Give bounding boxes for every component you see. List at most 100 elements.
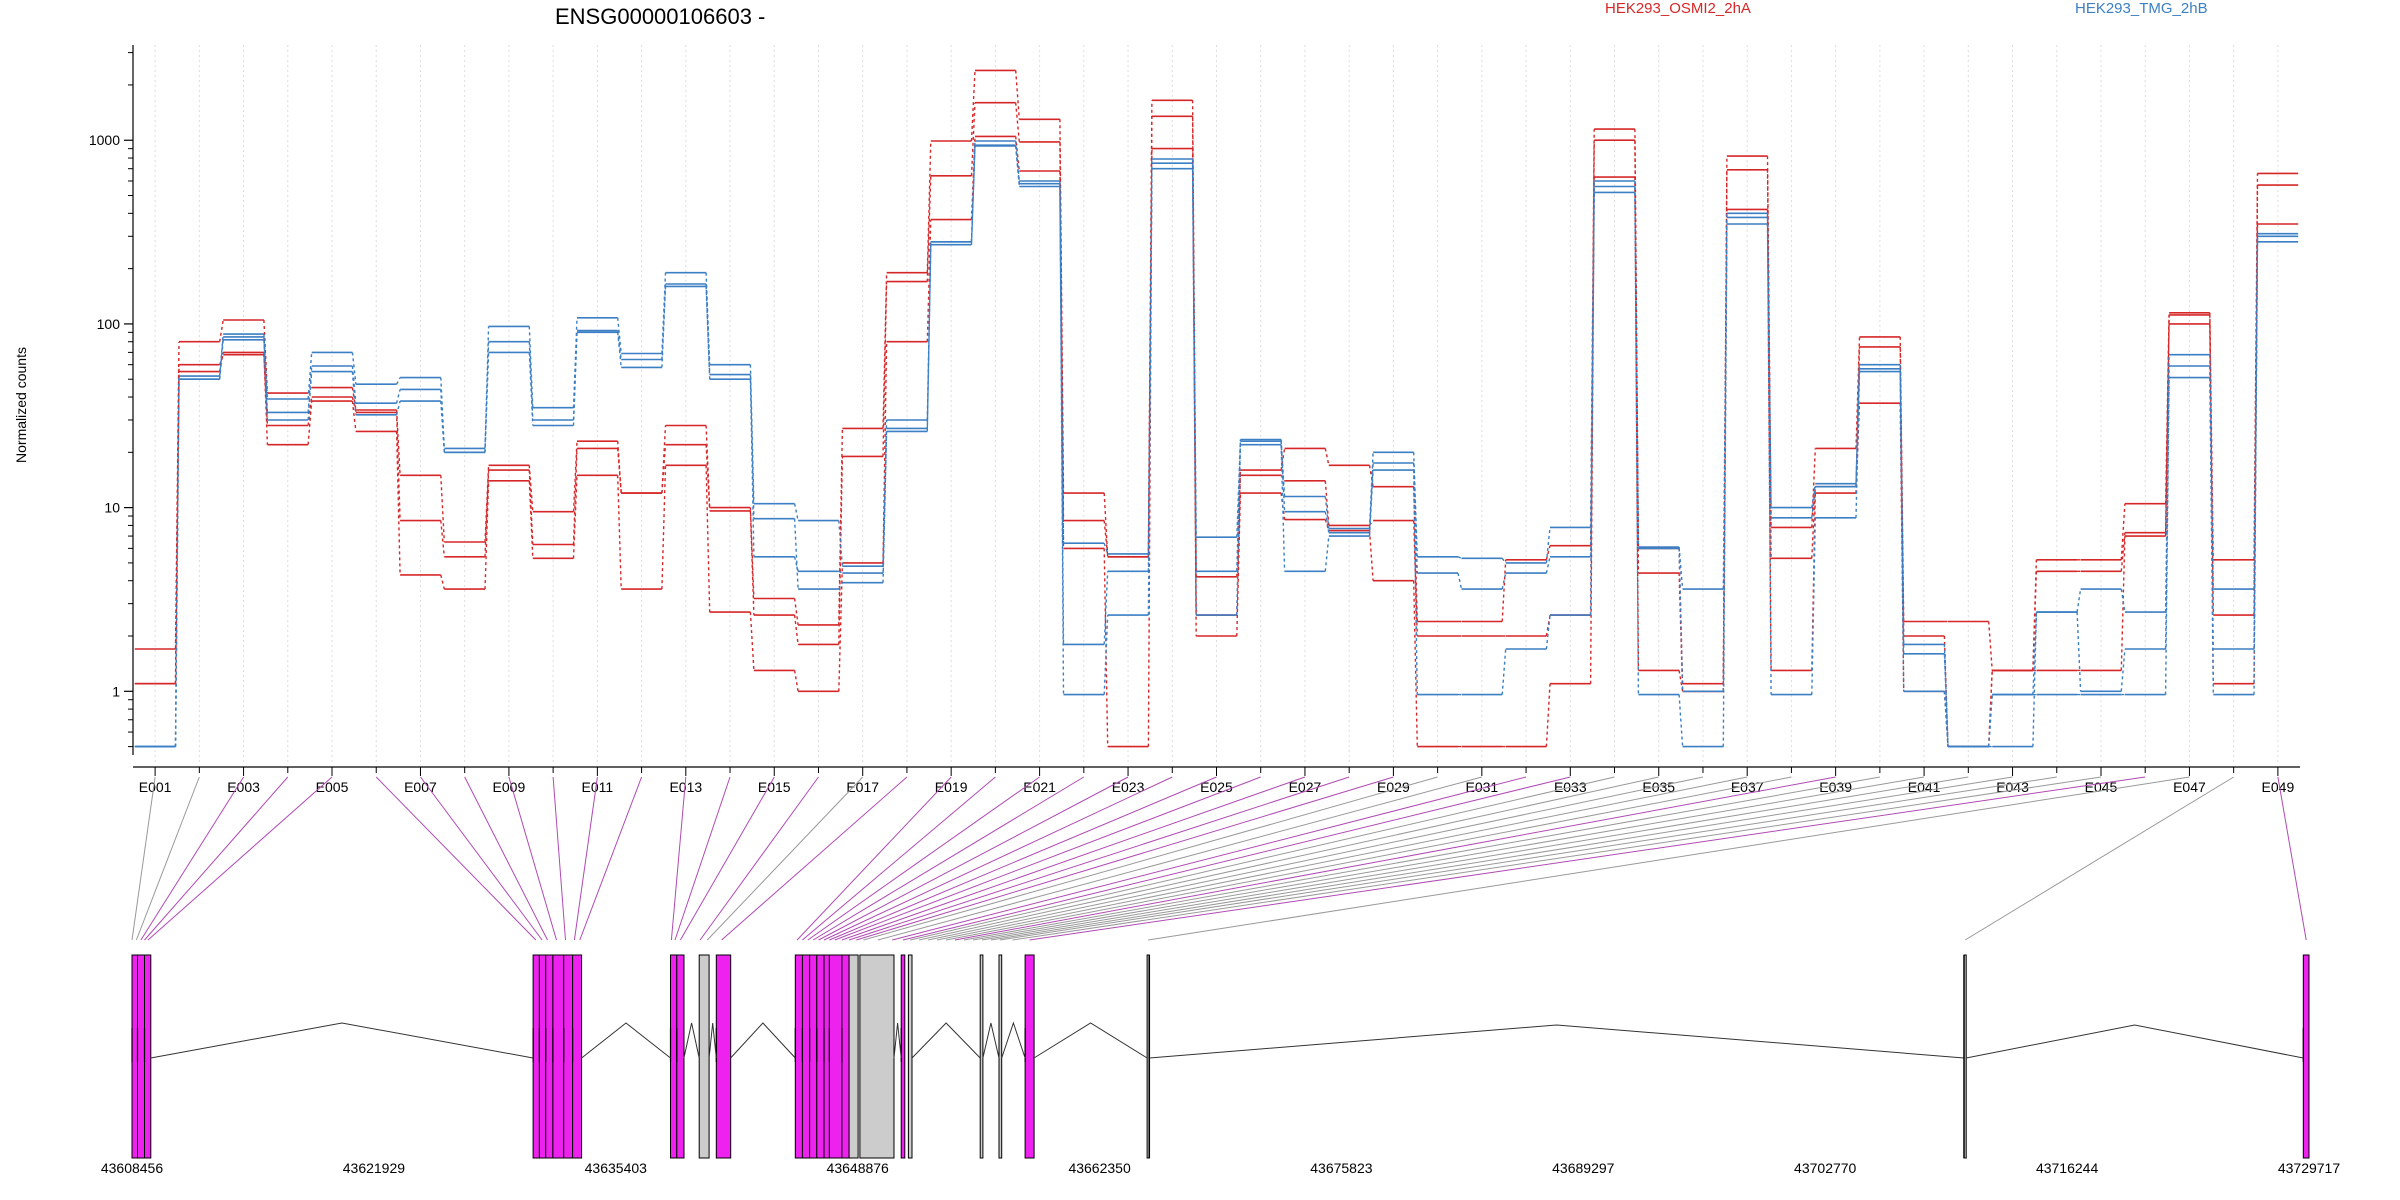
gene-model xyxy=(131,954,2310,1159)
exon-box-11 xyxy=(698,954,710,1159)
genomic-tick-label-3: 43648876 xyxy=(827,1160,890,1176)
exon-box-16 xyxy=(816,954,825,1159)
intron-chevron-10 xyxy=(1149,1024,1965,1059)
connector-e044 xyxy=(999,776,2057,941)
connector-e032 xyxy=(892,776,1527,941)
connector-e013 xyxy=(670,776,687,941)
connector-e005 xyxy=(147,776,333,941)
exon-box-7 xyxy=(563,954,574,1159)
genomic-tick-label-5: 43675823 xyxy=(1310,1160,1373,1176)
exon-box-15 xyxy=(809,954,818,1159)
x-tick-label-e023: E023 xyxy=(1112,779,1145,795)
connector-e002 xyxy=(135,776,200,941)
connector-e038 xyxy=(946,776,1792,941)
series-line-0 xyxy=(134,69,2299,685)
x-tick-label-e029: E029 xyxy=(1377,779,1410,795)
connector-e017 xyxy=(706,776,864,941)
exon-connectors xyxy=(131,776,2307,941)
x-tick-label-e019: E019 xyxy=(935,779,968,795)
connector-e003 xyxy=(140,776,245,941)
exon-box-13 xyxy=(794,954,803,1159)
connector-e022 xyxy=(812,776,1085,941)
genomic-tick-label-8: 43716244 xyxy=(2036,1160,2099,1176)
connector-e019 xyxy=(796,776,952,941)
connector-e020 xyxy=(802,776,996,941)
exon-box-20 xyxy=(848,954,859,1159)
exon-box-29 xyxy=(2302,954,2310,1159)
intron-chevron-5 xyxy=(893,1022,902,1059)
connector-e031 xyxy=(877,776,1482,941)
exon-box-6 xyxy=(552,954,565,1159)
connector-e037 xyxy=(937,776,1748,941)
connector-e014 xyxy=(674,776,731,941)
connector-e008 xyxy=(464,776,548,941)
intron-chevron-9 xyxy=(1033,1022,1148,1059)
vertical-grid xyxy=(154,45,2279,765)
intron-chevron-7 xyxy=(982,1022,1000,1059)
intron-chevron-6 xyxy=(911,1022,981,1059)
exon-box-25 xyxy=(998,954,1003,1159)
x-tick-label-e027: E027 xyxy=(1289,779,1322,795)
x-tick-label-e043: E043 xyxy=(1996,779,2029,795)
connector-e041 xyxy=(972,776,1925,941)
connector-e043 xyxy=(990,776,2013,941)
connector-e028 xyxy=(848,776,1350,941)
x-tick-label-e047: E047 xyxy=(2173,779,2206,795)
x-tick-label-e017: E017 xyxy=(846,779,879,795)
exon-box-3 xyxy=(532,954,540,1159)
connector-e048 xyxy=(1964,776,2234,941)
connector-e004 xyxy=(144,776,289,941)
connector-e033 xyxy=(902,776,1571,941)
connector-e009 xyxy=(508,776,557,941)
connector-e045 xyxy=(1012,776,2102,941)
exon-box-14 xyxy=(801,954,811,1159)
exon-box-26 xyxy=(1024,954,1035,1159)
intron-chevron-4 xyxy=(730,1022,796,1059)
exon-box-4 xyxy=(538,954,547,1159)
connector-e047 xyxy=(1148,776,2190,941)
exon-box-1 xyxy=(137,954,145,1159)
genomic-tick-label-7: 43702770 xyxy=(1794,1160,1857,1176)
y-tick-label-1: 1 xyxy=(112,683,120,699)
connector-e016 xyxy=(699,776,819,941)
connector-e021 xyxy=(807,776,1040,941)
x-tick-label-e049: E049 xyxy=(2262,779,2295,795)
x-tick-label-e035: E035 xyxy=(1642,779,1675,795)
exon-box-17 xyxy=(823,954,830,1159)
intron-chevron-11 xyxy=(1966,1024,2304,1059)
genomic-tick-label-9: 43729717 xyxy=(2278,1160,2341,1176)
x-tick-label-e021: E021 xyxy=(1023,779,1056,795)
connector-e034 xyxy=(910,776,1615,941)
x-tick-label-e011: E011 xyxy=(582,779,614,795)
connector-e007 xyxy=(420,776,543,941)
intron-chevron-1 xyxy=(581,1022,671,1059)
connector-e024 xyxy=(823,776,1173,941)
connector-e049 xyxy=(2277,776,2307,941)
exon-box-8 xyxy=(572,954,583,1159)
connector-e025 xyxy=(829,776,1217,941)
genomic-tick-label-6: 43689297 xyxy=(1552,1160,1615,1176)
genomic-tick-label-4: 43662350 xyxy=(1068,1160,1131,1176)
x-tick-label-e031: E031 xyxy=(1465,779,1498,795)
y-tick-label-100: 100 xyxy=(97,316,121,332)
y-axis-label: Normalized counts xyxy=(13,347,29,463)
x-tick-label-e037: E037 xyxy=(1731,779,1764,795)
connector-e011 xyxy=(573,776,598,941)
x-tick-label-e009: E009 xyxy=(493,779,526,795)
exon-box-0 xyxy=(131,954,138,1159)
legend-entry-tmg: HEK293_TMG_2hB xyxy=(2075,0,2208,17)
connector-e027 xyxy=(841,776,1306,941)
connector-e006 xyxy=(375,776,537,941)
series-line-5 xyxy=(134,145,2299,748)
connector-e023 xyxy=(818,776,1129,941)
intron-chevron-8 xyxy=(1001,1021,1026,1059)
exon-box-9 xyxy=(670,954,678,1159)
connector-e040 xyxy=(963,776,1880,941)
y-tick-label-1000: 1000 xyxy=(89,132,120,148)
intron-chevron-0 xyxy=(150,1022,534,1059)
x-tick-label-e045: E045 xyxy=(2085,779,2118,795)
connector-e018 xyxy=(721,776,908,941)
exon-box-12 xyxy=(715,954,732,1159)
x-tick-label-e003: E003 xyxy=(227,779,260,795)
exon-box-19 xyxy=(841,954,850,1159)
